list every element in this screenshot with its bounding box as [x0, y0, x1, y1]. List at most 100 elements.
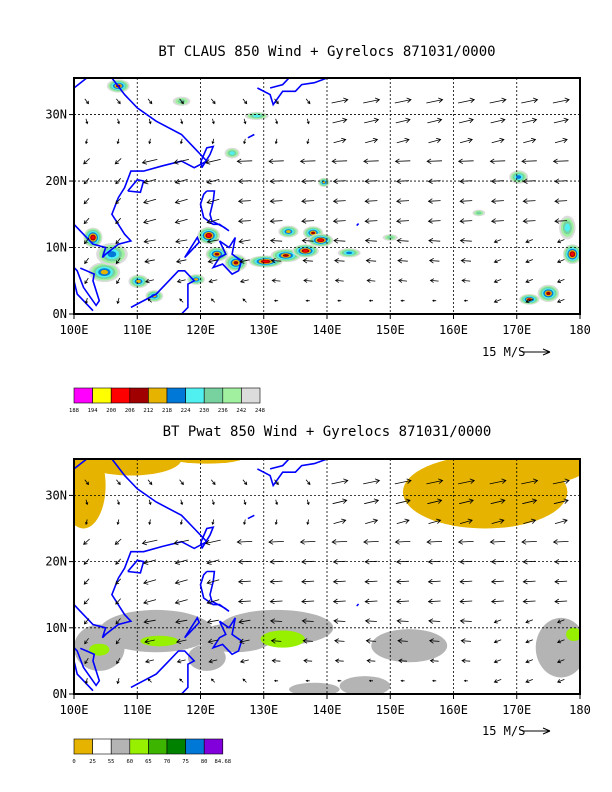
- y-tick-label: 0N: [53, 307, 67, 321]
- colorbar-label: 212: [143, 408, 153, 414]
- wind-vector: [394, 97, 412, 104]
- x-tick-label: 150E: [376, 703, 405, 717]
- wind-vector: [269, 558, 283, 565]
- wind-vector: [115, 198, 121, 205]
- wind-vector: [490, 178, 504, 184]
- wind-vector: [334, 638, 345, 644]
- wind-vector: [363, 158, 379, 165]
- wind-vector: [397, 638, 408, 644]
- coastline: [127, 178, 145, 194]
- wind-vector: [273, 299, 279, 302]
- wind-scale-arrowhead: [542, 348, 551, 356]
- wind-vector: [269, 618, 283, 624]
- wind-vector: [305, 479, 311, 486]
- cloud-top-contour: [527, 298, 532, 301]
- wind-vector: [83, 558, 90, 565]
- wind-vector: [427, 578, 441, 585]
- wind-vector: [175, 258, 187, 264]
- wind-vector: [238, 618, 251, 625]
- x-tick-label: 170E: [502, 703, 531, 717]
- wind-vector: [489, 478, 507, 485]
- wind-vector: [84, 98, 89, 105]
- wind-vector: [174, 599, 188, 605]
- x-tick-label: 110E: [123, 703, 152, 717]
- cloud-top-contour: [286, 230, 291, 233]
- wind-vector: [148, 519, 152, 525]
- x-tick-label: 110E: [123, 323, 152, 337]
- x-tick-label: 160E: [439, 703, 468, 717]
- wind-vector: [333, 518, 347, 524]
- wind-vector: [274, 98, 279, 105]
- wind-vector: [116, 98, 121, 105]
- coastline: [247, 133, 255, 139]
- colorbar-label: 188: [69, 408, 79, 414]
- wind-vector: [179, 98, 184, 105]
- wind-vector: [269, 578, 283, 585]
- wind-vector: [556, 299, 565, 303]
- wind-vector: [275, 499, 279, 506]
- colorbar-label: 65: [145, 759, 152, 765]
- wind-vector: [301, 558, 315, 565]
- wind-vector: [174, 198, 188, 205]
- wind-vector: [83, 598, 90, 605]
- colorbar-swatch: [166, 387, 186, 404]
- wind-vector: [554, 137, 568, 144]
- x-tick-label: 170E: [502, 323, 531, 337]
- wind-vector: [364, 117, 380, 124]
- wind-vector: [396, 178, 410, 184]
- wind-vector: [364, 238, 377, 244]
- pwat-region-dry: [80, 459, 182, 476]
- pwat-region-wet: [260, 630, 305, 648]
- wind-vector: [525, 279, 533, 284]
- wind-vector: [398, 278, 408, 283]
- wind-vector: [174, 179, 188, 185]
- wind-scale-label: 15 M/S: [482, 345, 525, 359]
- wind-vector: [522, 218, 536, 224]
- wind-vector: [429, 278, 439, 283]
- wind-vector: [117, 118, 120, 125]
- wind-vector: [271, 278, 281, 283]
- x-tick-label: 120E: [186, 703, 215, 717]
- y-tick-label: 30N: [45, 108, 67, 122]
- panel-title: BT CLAUS 850 Wind + Gyrelocs 871031/0000: [158, 44, 495, 60]
- wind-vector: [458, 478, 476, 485]
- wind-vector: [525, 639, 533, 644]
- wind-vector: [554, 218, 568, 224]
- colorbar-label: 218: [162, 408, 172, 414]
- wind-vector: [522, 498, 538, 505]
- wind-vector: [459, 518, 473, 524]
- wind-vector: [84, 257, 89, 265]
- wind-vector: [268, 539, 284, 545]
- map-area: [74, 459, 580, 694]
- x-tick-label: 130E: [249, 703, 278, 717]
- wind-vector: [521, 97, 539, 104]
- wind-vector: [334, 278, 344, 283]
- wind-vector: [117, 499, 120, 506]
- wind-vector: [459, 498, 474, 505]
- x-tick-label: 180: [569, 703, 591, 717]
- coastline: [199, 190, 230, 232]
- wind-vector: [270, 258, 282, 264]
- wind-vector: [116, 138, 120, 145]
- wind-vector: [301, 238, 314, 244]
- colorbar-swatch: [129, 387, 149, 404]
- wind-vector: [556, 639, 565, 644]
- wind-vector: [525, 619, 533, 624]
- wind-vector: [116, 479, 121, 486]
- wind-vector: [238, 238, 251, 244]
- wind-vector: [396, 198, 410, 204]
- wind-vector: [553, 498, 569, 505]
- wind-vector: [301, 198, 315, 204]
- wind-vector: [269, 238, 283, 244]
- y-tick-label: 10N: [45, 241, 67, 255]
- coastline: [74, 660, 94, 692]
- pwat-region-wet: [89, 643, 110, 656]
- pwat-region-dry: [74, 459, 106, 529]
- coastline: [74, 459, 88, 470]
- wind-vector: [490, 558, 504, 565]
- wind-vector: [206, 238, 219, 244]
- wind-vector: [556, 259, 565, 264]
- wind-scale-label: 15 M/S: [482, 724, 525, 738]
- colorbar-swatch: [148, 387, 168, 404]
- wind-vector: [397, 258, 408, 264]
